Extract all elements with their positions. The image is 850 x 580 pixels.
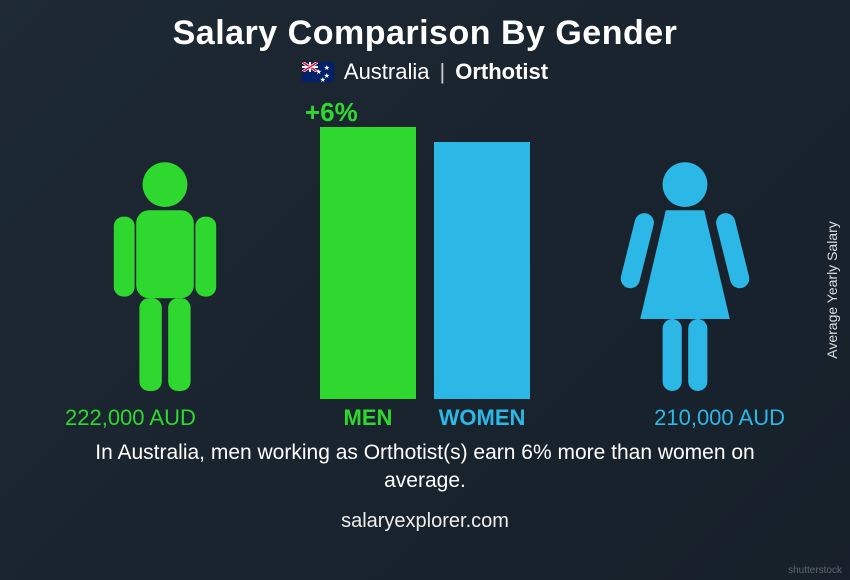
australia-flag-icon xyxy=(302,62,334,82)
watermark-text: shutterstock xyxy=(788,565,842,576)
chart-area: +6% M xyxy=(65,103,785,433)
bar-labels: MEN WOMEN xyxy=(320,405,530,431)
bar-label-men: MEN xyxy=(320,405,416,431)
bar-label-women: WOMEN xyxy=(434,405,530,431)
female-figure-icon xyxy=(605,159,765,399)
site-credit: salaryexplorer.com xyxy=(0,510,850,533)
separator: | xyxy=(439,59,445,85)
bar-group xyxy=(320,127,530,399)
occupation-label: Orthotist xyxy=(455,59,548,85)
description-text: In Australia, men working as Orthotist(s… xyxy=(60,439,790,496)
bar-men xyxy=(320,127,416,399)
male-figure-icon xyxy=(85,159,245,399)
difference-label: +6% xyxy=(305,97,358,128)
salary-men: 222,000 AUD xyxy=(65,405,196,431)
axis-label: Average Yearly Salary xyxy=(824,221,840,359)
infographic-container: Salary Comparison By Gender Australia | … xyxy=(0,0,850,580)
bar-women xyxy=(434,142,530,399)
country-label: Australia xyxy=(344,59,430,85)
subtitle-row: Australia | Orthotist xyxy=(0,59,850,85)
salary-women: 210,000 AUD xyxy=(654,405,785,431)
page-title: Salary Comparison By Gender xyxy=(0,0,850,53)
